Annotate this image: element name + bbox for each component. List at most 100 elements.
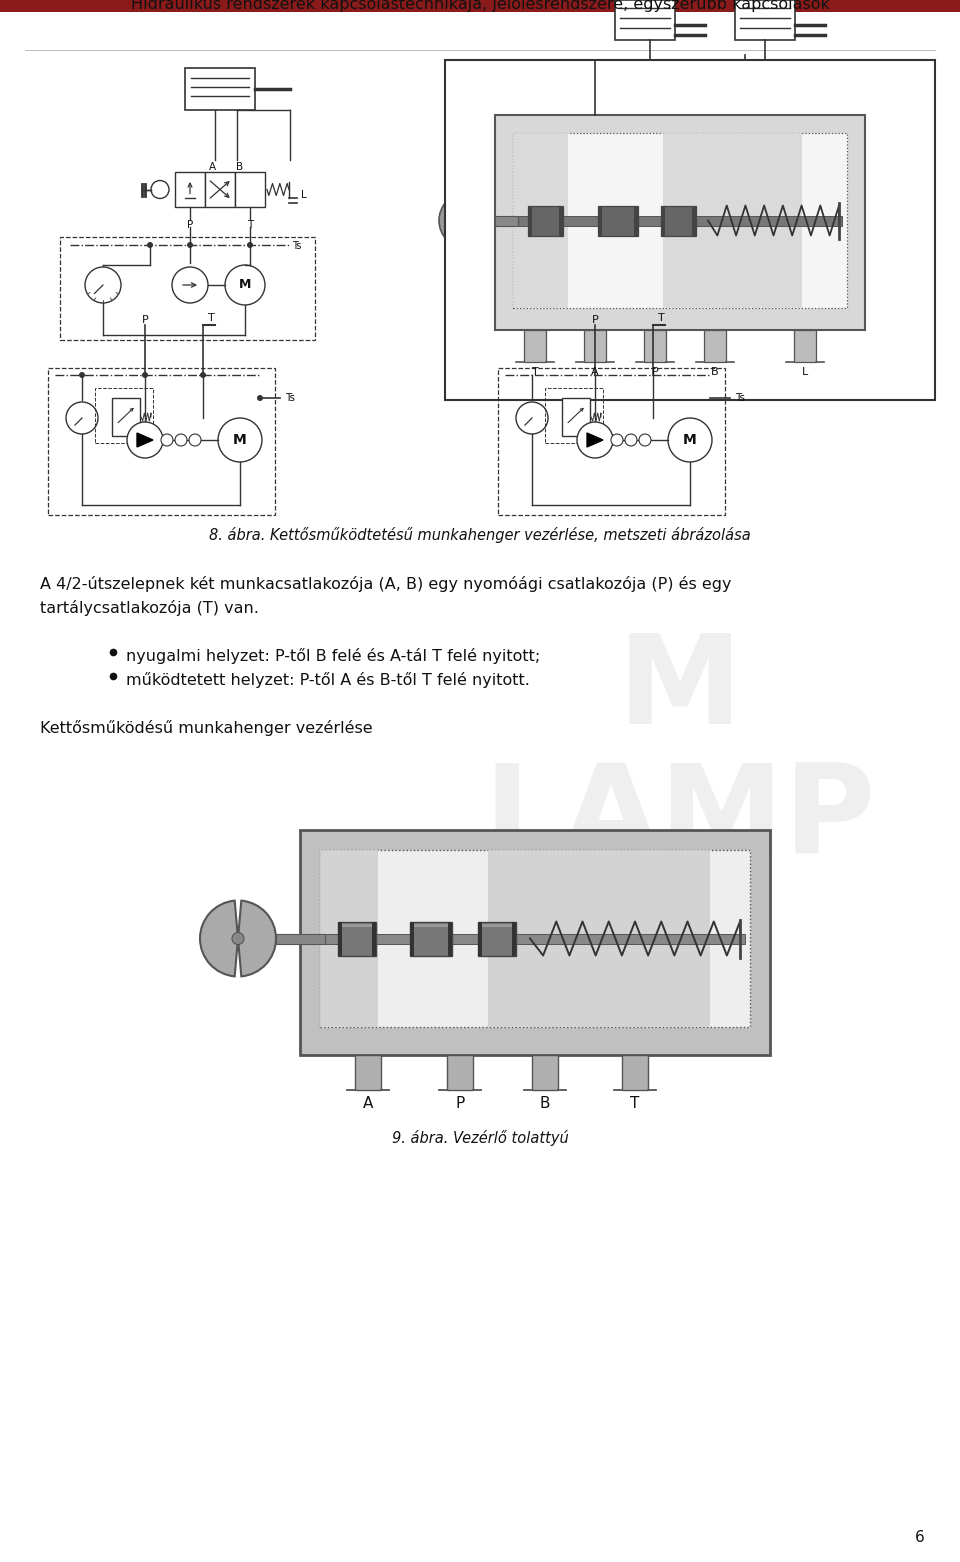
- Wedge shape: [439, 192, 467, 248]
- Circle shape: [172, 267, 208, 303]
- Bar: [185, 69, 255, 109]
- Circle shape: [529, 372, 535, 378]
- Bar: [235, 172, 265, 208]
- Bar: [704, 330, 726, 362]
- Text: B: B: [711, 367, 719, 376]
- Circle shape: [200, 372, 206, 378]
- Text: M: M: [239, 278, 252, 292]
- Circle shape: [611, 434, 623, 447]
- Bar: [320, 850, 378, 1026]
- Text: P: P: [652, 367, 659, 376]
- Text: tartálycsatlakozója (T) van.: tartálycsatlakozója (T) van.: [40, 600, 259, 615]
- Text: nyugalmi helyzet: P-től B felé és A-tál T felé nyitott;: nyugalmi helyzet: P-től B felé és A-tál …: [126, 648, 540, 664]
- Bar: [735, 0, 795, 41]
- Text: A: A: [363, 1097, 373, 1111]
- Text: működtetett helyzet: P-től A és B-től T felé nyitott.: működtetett helyzet: P-től A és B-től T …: [126, 672, 530, 687]
- Text: A 4/2-útszelepnek két munkacsatlakozója (A, B) egy nyomóági csatlakozója (P) és : A 4/2-útszelepnek két munkacsatlakozója …: [40, 576, 732, 592]
- Bar: [95, 387, 153, 444]
- Bar: [447, 1054, 473, 1090]
- Text: L: L: [802, 367, 808, 376]
- Bar: [355, 1054, 381, 1090]
- Text: L: L: [301, 189, 307, 200]
- Text: P: P: [455, 1097, 465, 1111]
- Circle shape: [187, 242, 193, 248]
- Bar: [692, 206, 696, 236]
- Bar: [644, 330, 666, 362]
- Bar: [276, 934, 325, 943]
- Circle shape: [85, 267, 121, 303]
- Wedge shape: [200, 901, 238, 976]
- Bar: [528, 206, 532, 236]
- Bar: [488, 850, 710, 1026]
- Polygon shape: [587, 433, 603, 447]
- Bar: [342, 923, 372, 926]
- Bar: [562, 398, 590, 436]
- Bar: [0, 0, 960, 12]
- Bar: [60, 237, 315, 341]
- Circle shape: [175, 434, 187, 447]
- Bar: [663, 133, 802, 308]
- Text: Ts: Ts: [285, 394, 295, 403]
- Bar: [410, 922, 452, 956]
- Bar: [478, 922, 516, 956]
- Text: T: T: [658, 312, 664, 323]
- Circle shape: [151, 181, 169, 198]
- Circle shape: [257, 395, 263, 401]
- Circle shape: [189, 434, 201, 447]
- Text: Kettősműködésű munkahenger vezérlése: Kettősműködésű munkahenger vezérlése: [40, 720, 372, 736]
- Bar: [532, 1054, 558, 1090]
- Bar: [661, 206, 696, 236]
- Text: T: T: [247, 220, 253, 230]
- Text: M
LAMP
G: M LAMP G: [484, 629, 876, 1011]
- Bar: [584, 330, 606, 362]
- Bar: [478, 922, 482, 956]
- Text: 8. ábra. Kettősműködtetésű munkahenger vezérlése, metszeti ábrázolása: 8. ábra. Kettősműködtetésű munkahenger v…: [209, 526, 751, 544]
- Bar: [518, 216, 842, 225]
- Bar: [512, 922, 516, 956]
- Text: T: T: [631, 1097, 639, 1111]
- Text: Ts: Ts: [735, 394, 745, 403]
- Text: 6: 6: [915, 1531, 924, 1545]
- Bar: [528, 206, 563, 236]
- Bar: [598, 206, 602, 236]
- Circle shape: [225, 266, 265, 305]
- Bar: [410, 922, 414, 956]
- Bar: [445, 59, 935, 400]
- Text: P: P: [591, 316, 598, 325]
- Bar: [498, 369, 725, 515]
- Text: T: T: [208, 312, 215, 323]
- Bar: [205, 172, 235, 208]
- Bar: [414, 923, 448, 926]
- Circle shape: [161, 434, 173, 447]
- Circle shape: [592, 372, 598, 378]
- Circle shape: [218, 419, 262, 462]
- Bar: [320, 850, 750, 1026]
- Bar: [48, 369, 275, 515]
- Wedge shape: [467, 192, 495, 248]
- Circle shape: [232, 933, 244, 945]
- Circle shape: [707, 395, 713, 401]
- Bar: [338, 922, 342, 956]
- Bar: [338, 922, 376, 956]
- Circle shape: [147, 242, 153, 248]
- Circle shape: [668, 419, 712, 462]
- Bar: [495, 116, 865, 330]
- Bar: [661, 206, 665, 236]
- Bar: [448, 922, 452, 956]
- Text: 9. ábra. Vezérlő tolattyú: 9. ábra. Vezérlő tolattyú: [392, 1129, 568, 1147]
- Bar: [372, 922, 376, 956]
- Circle shape: [625, 434, 637, 447]
- Circle shape: [247, 242, 253, 248]
- Circle shape: [127, 422, 163, 458]
- Text: M: M: [684, 433, 697, 447]
- Text: P: P: [142, 316, 149, 325]
- Polygon shape: [137, 433, 153, 447]
- Text: A: A: [208, 162, 216, 172]
- Bar: [495, 216, 518, 225]
- Bar: [559, 206, 563, 236]
- Bar: [513, 133, 847, 308]
- Bar: [615, 0, 675, 41]
- Bar: [634, 206, 638, 236]
- Bar: [300, 829, 770, 1054]
- Circle shape: [650, 372, 656, 378]
